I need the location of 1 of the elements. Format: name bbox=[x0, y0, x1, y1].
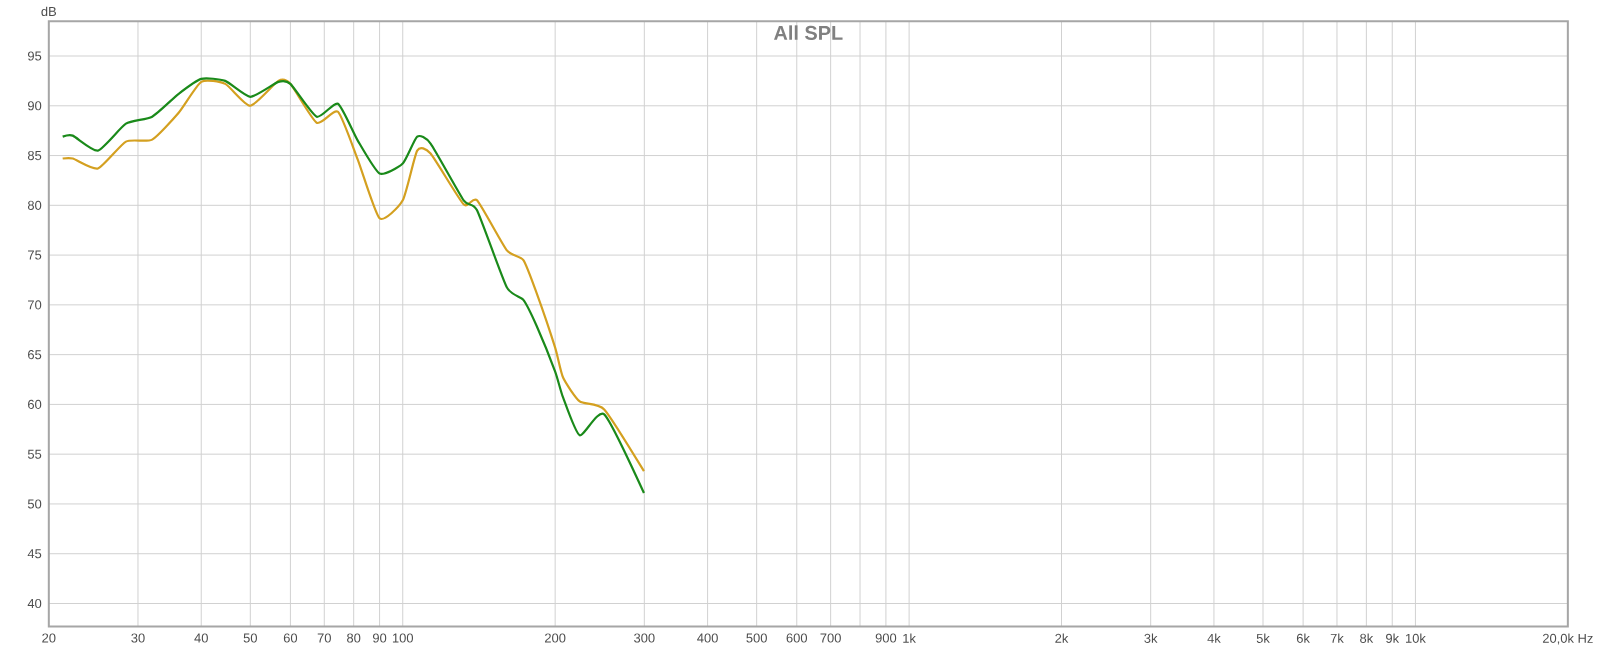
chart-title: All SPL bbox=[773, 25, 843, 41]
